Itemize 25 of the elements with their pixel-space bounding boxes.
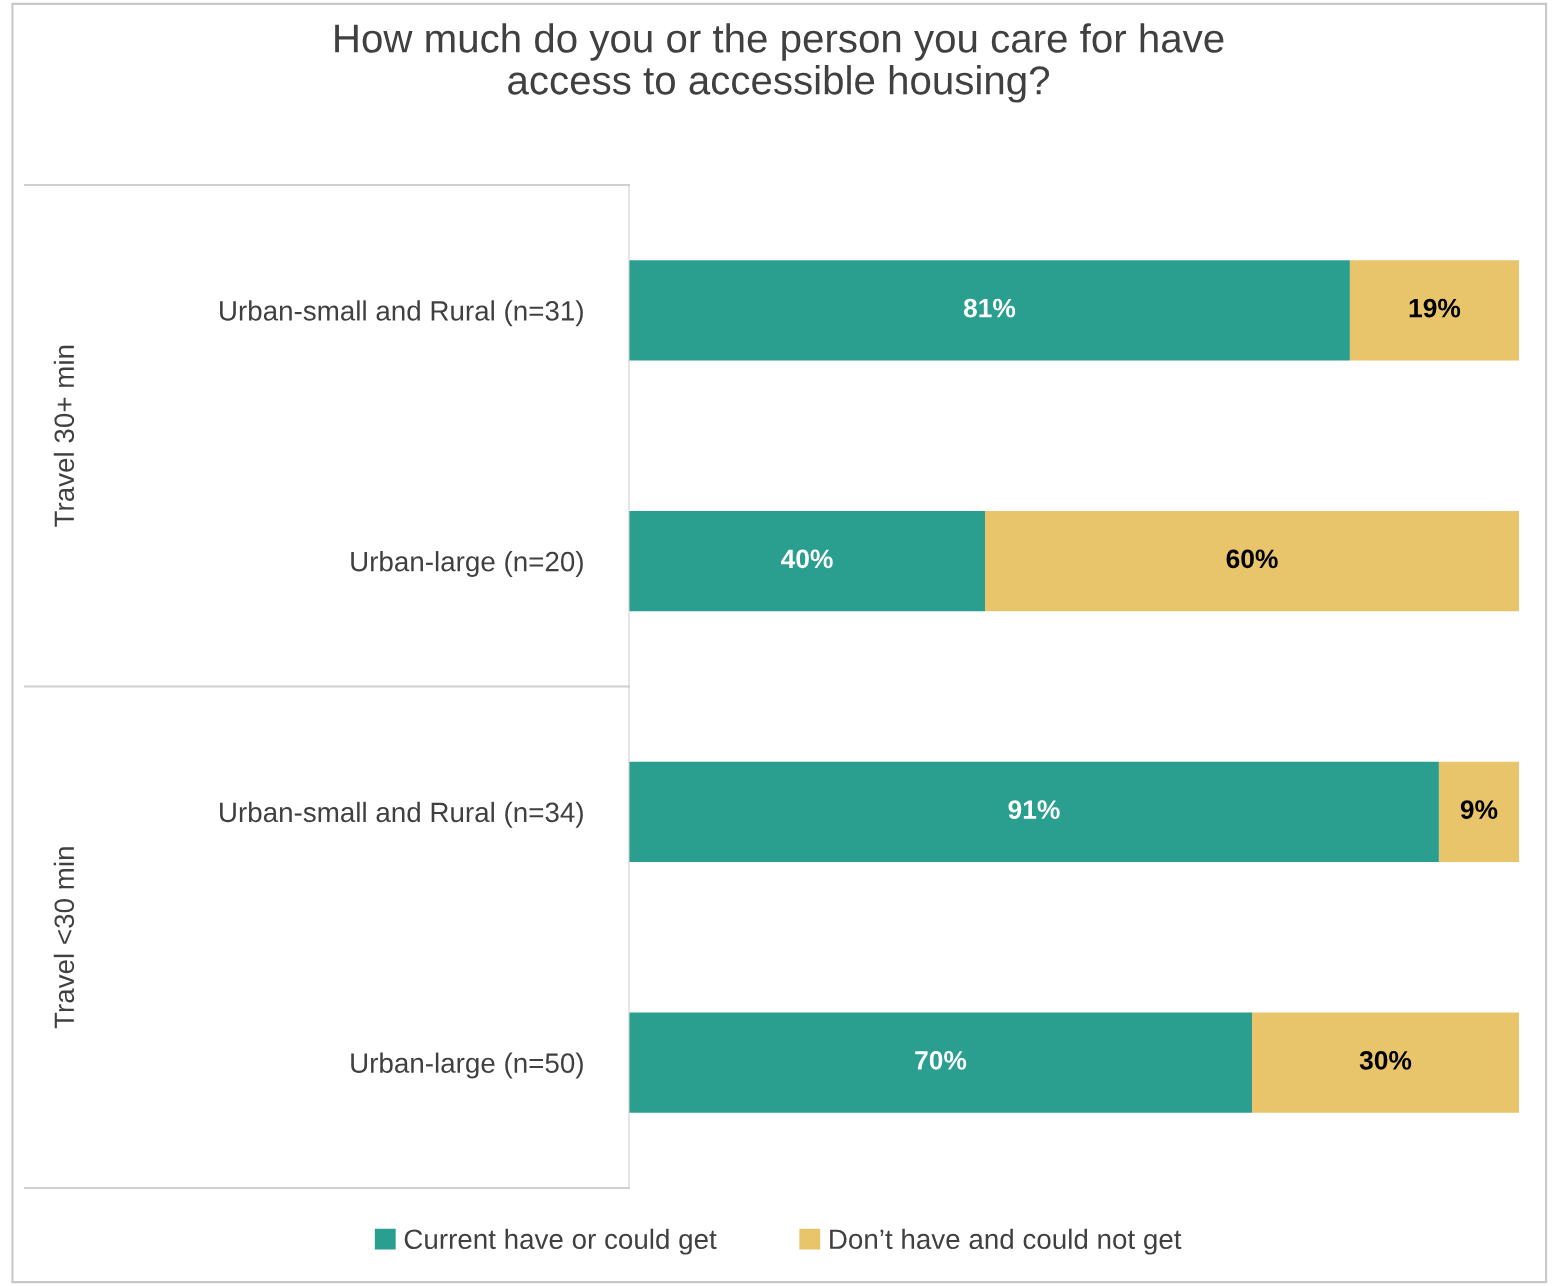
data-label: 40% xyxy=(780,549,833,569)
data-label: 9% xyxy=(1460,800,1498,819)
y-tick-label: Urban-large (n=20) xyxy=(351,551,583,577)
bar xyxy=(629,1012,1252,1113)
legend-label: Don’t have and could not get xyxy=(830,1228,1182,1255)
bar xyxy=(629,761,1439,863)
bar xyxy=(1252,1012,1519,1113)
bar xyxy=(629,260,1350,361)
bar xyxy=(1438,761,1519,863)
bar xyxy=(985,510,1519,612)
data-label: 91% xyxy=(1008,800,1060,819)
bar xyxy=(629,510,985,612)
data-label: 81% xyxy=(963,298,1016,318)
text: Travel <30 min xyxy=(53,847,75,1029)
y-tick-label: Urban-small and Rural (n=34) xyxy=(220,801,583,828)
data-label: 19% xyxy=(1409,298,1461,318)
data-label: 30% xyxy=(1359,1051,1412,1070)
data-label: 60% xyxy=(1226,549,1278,569)
legend-label: Current have or could get xyxy=(404,1228,717,1255)
data-label: 70% xyxy=(915,1051,967,1070)
y-tick-label: Urban-large (n=50) xyxy=(351,1052,583,1079)
bar xyxy=(1349,260,1519,361)
chart-title: How much do you or the person you care for have access to accessible housing? xyxy=(335,23,1224,103)
text: Travel 30+ min xyxy=(53,345,75,527)
y-tick-label: Urban-small and Rural (n=31) xyxy=(220,300,583,327)
